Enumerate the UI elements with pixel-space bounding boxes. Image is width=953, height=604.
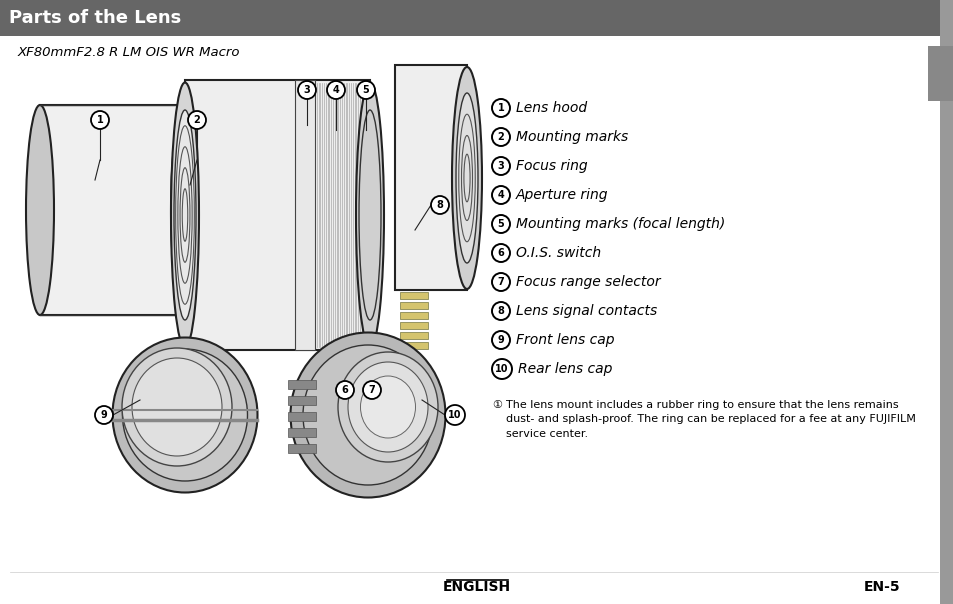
Bar <box>927 46 953 101</box>
Bar <box>40 105 185 315</box>
Circle shape <box>492 359 512 379</box>
Bar <box>288 444 315 453</box>
Ellipse shape <box>171 83 199 347</box>
Bar <box>185 80 370 350</box>
Bar <box>939 0 953 604</box>
Bar <box>335 370 355 380</box>
Ellipse shape <box>26 105 54 315</box>
Text: Lens hood: Lens hood <box>516 101 586 115</box>
Circle shape <box>492 273 510 291</box>
Bar <box>399 342 428 349</box>
Text: The lens mount includes a rubber ring to ensure that the lens remains
dust- and : The lens mount includes a rubber ring to… <box>505 400 915 439</box>
Bar <box>399 292 428 299</box>
Text: 3: 3 <box>303 85 310 95</box>
Text: Lens signal contacts: Lens signal contacts <box>516 304 657 318</box>
Text: Aperture ring: Aperture ring <box>516 188 608 202</box>
Ellipse shape <box>174 127 194 292</box>
Text: 4: 4 <box>497 190 504 200</box>
Text: 7: 7 <box>497 277 504 287</box>
Circle shape <box>188 111 206 129</box>
Bar <box>359 370 379 380</box>
Text: 2: 2 <box>193 115 200 125</box>
Circle shape <box>91 111 109 129</box>
Bar <box>359 355 379 367</box>
Circle shape <box>356 81 375 99</box>
Bar <box>288 380 315 389</box>
Ellipse shape <box>456 93 477 263</box>
Ellipse shape <box>122 348 232 466</box>
Text: 5: 5 <box>497 219 504 229</box>
Circle shape <box>492 186 510 204</box>
Text: Focus range selector: Focus range selector <box>516 275 659 289</box>
Text: Mounting marks: Mounting marks <box>516 130 628 144</box>
Text: Mounting marks (focal length): Mounting marks (focal length) <box>516 217 724 231</box>
Bar <box>288 428 315 437</box>
Text: 10: 10 <box>495 364 508 374</box>
Circle shape <box>492 99 510 117</box>
Bar <box>399 332 428 339</box>
Bar <box>399 302 428 309</box>
Ellipse shape <box>337 352 437 462</box>
Circle shape <box>335 381 354 399</box>
Text: Rear lens cap: Rear lens cap <box>517 362 612 376</box>
Bar <box>395 65 467 290</box>
Text: 7: 7 <box>368 385 375 395</box>
Circle shape <box>444 405 464 425</box>
Ellipse shape <box>122 349 247 481</box>
Circle shape <box>492 215 510 233</box>
Text: 1: 1 <box>497 103 504 113</box>
Text: 6: 6 <box>341 385 348 395</box>
Bar <box>335 355 355 367</box>
Circle shape <box>492 244 510 262</box>
Circle shape <box>297 81 315 99</box>
Circle shape <box>492 331 510 349</box>
Text: 8: 8 <box>436 200 443 210</box>
Circle shape <box>431 196 449 214</box>
Text: ENGLISH: ENGLISH <box>442 580 511 594</box>
Ellipse shape <box>291 332 445 498</box>
Circle shape <box>492 302 510 320</box>
Text: 6: 6 <box>497 248 504 258</box>
Bar <box>288 396 315 405</box>
Ellipse shape <box>132 358 222 456</box>
Text: 4: 4 <box>333 85 339 95</box>
Text: XF80mmF2.8 R LM OIS WR Macro: XF80mmF2.8 R LM OIS WR Macro <box>18 45 240 59</box>
Ellipse shape <box>452 67 481 289</box>
Ellipse shape <box>173 110 195 320</box>
Ellipse shape <box>355 83 384 347</box>
Text: Front lens cap: Front lens cap <box>516 333 614 347</box>
Text: Parts of the Lens: Parts of the Lens <box>9 9 181 27</box>
Bar <box>399 322 428 329</box>
Text: 2: 2 <box>497 132 504 142</box>
Text: EN-5: EN-5 <box>862 580 899 594</box>
Text: Focus ring: Focus ring <box>516 159 587 173</box>
Ellipse shape <box>360 376 416 438</box>
Ellipse shape <box>112 338 257 492</box>
Ellipse shape <box>348 362 428 452</box>
Circle shape <box>327 81 345 99</box>
Circle shape <box>492 128 510 146</box>
Text: 10: 10 <box>448 410 461 420</box>
Ellipse shape <box>171 105 199 315</box>
Circle shape <box>492 157 510 175</box>
Bar <box>399 312 428 319</box>
Ellipse shape <box>303 345 433 485</box>
Circle shape <box>95 406 112 424</box>
Circle shape <box>363 381 380 399</box>
Text: 1: 1 <box>96 115 103 125</box>
Text: 9: 9 <box>100 410 108 420</box>
Text: 9: 9 <box>497 335 504 345</box>
Text: ①: ① <box>492 400 501 410</box>
Text: 5: 5 <box>362 85 369 95</box>
Text: 3: 3 <box>497 161 504 171</box>
Text: O.I.S. switch: O.I.S. switch <box>516 246 600 260</box>
Bar <box>294 80 314 350</box>
Bar <box>288 412 315 421</box>
Text: 8: 8 <box>497 306 504 316</box>
Bar <box>0 0 939 36</box>
